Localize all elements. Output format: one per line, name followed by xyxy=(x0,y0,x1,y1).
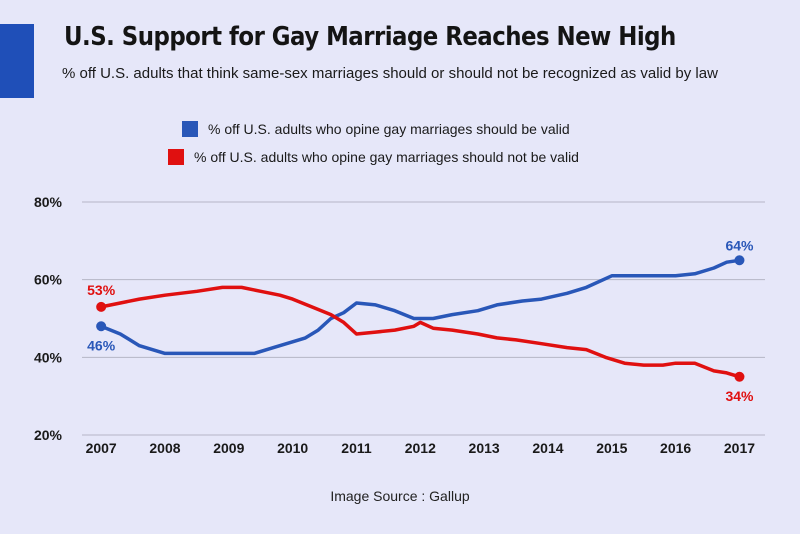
x-tick-label: 2013 xyxy=(469,440,500,456)
accent-bar xyxy=(0,24,34,98)
x-tick-label: 2015 xyxy=(596,440,627,456)
x-tick-label: 2012 xyxy=(405,440,436,456)
y-tick-label: 60% xyxy=(34,272,63,288)
series-line-not-valid xyxy=(99,285,742,379)
y-tick-label: 20% xyxy=(34,427,63,443)
x-tick-label: 2007 xyxy=(86,440,117,456)
data-label: 46% xyxy=(87,337,116,353)
data-label: 34% xyxy=(725,388,754,404)
legend-label-not-valid: % off U.S. adults who opine gay marriage… xyxy=(194,149,579,165)
y-tick-label: 40% xyxy=(34,349,63,365)
point-valid-end xyxy=(734,255,745,266)
x-tick-label: 2016 xyxy=(660,440,691,456)
chart-subtitle: % off U.S. adults that think same-sex ma… xyxy=(62,65,718,82)
data-label: 64% xyxy=(725,237,754,253)
source-note: Image Source : Gallup xyxy=(330,488,470,504)
point-valid-start xyxy=(96,321,107,332)
point-not-valid-start xyxy=(96,301,107,312)
x-tick-label: 2010 xyxy=(277,440,308,456)
x-tick-label: 2014 xyxy=(532,440,563,456)
x-tick-label: 2009 xyxy=(213,440,244,456)
x-tick-label: 2008 xyxy=(149,440,180,456)
y-tick-label: 80% xyxy=(34,194,63,210)
legend-swatch-not-valid xyxy=(168,149,184,165)
data-label: 53% xyxy=(87,282,116,298)
legend-label-valid: % off U.S. adults who opine gay marriage… xyxy=(208,121,570,137)
legend-item-not-valid: % off U.S. adults who opine gay marriage… xyxy=(168,149,579,165)
point-not-valid-end xyxy=(734,371,745,382)
x-tick-label: 2011 xyxy=(341,440,372,456)
series-line-valid xyxy=(99,258,742,356)
legend-item-valid: % off U.S. adults who opine gay marriage… xyxy=(182,121,570,137)
page-title: U.S. Support for Gay Marriage Reaches Ne… xyxy=(64,22,676,52)
legend-swatch-valid xyxy=(182,121,198,137)
x-tick-label: 2017 xyxy=(724,440,755,456)
